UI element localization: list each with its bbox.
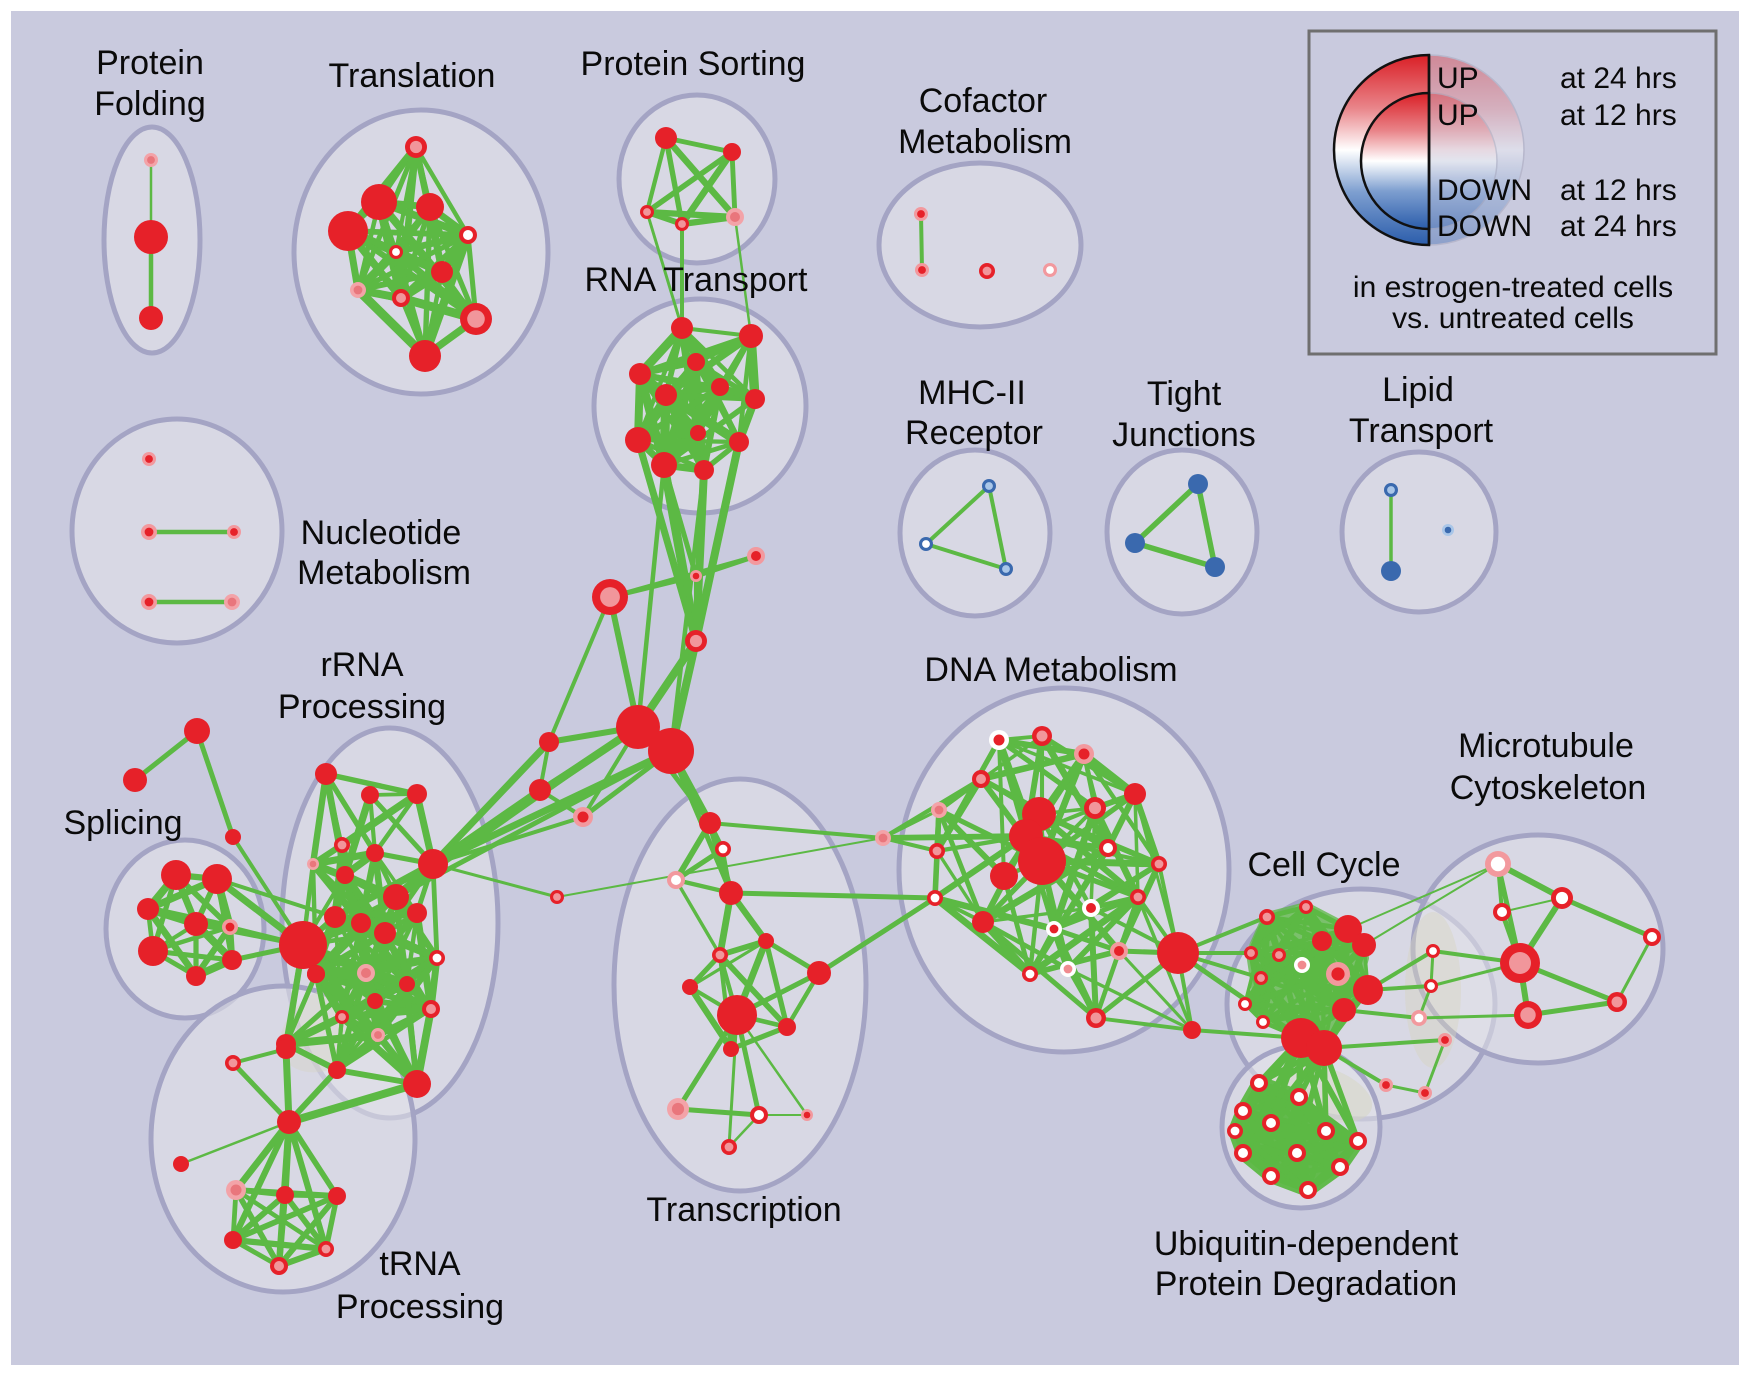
svg-text:at 12 hrs: at 12 hrs xyxy=(1560,99,1677,132)
svg-text:at 24 hrs: at 24 hrs xyxy=(1560,62,1677,95)
svg-text:UP: UP xyxy=(1437,62,1479,95)
svg-text:Metabolism: Metabolism xyxy=(297,554,471,592)
svg-text:Ubiquitin-dependent: Ubiquitin-dependent xyxy=(1154,1225,1459,1263)
svg-text:Protein Degradation: Protein Degradation xyxy=(1155,1265,1457,1303)
svg-text:Nucleotide: Nucleotide xyxy=(301,514,462,552)
svg-text:MHC-II: MHC-II xyxy=(918,374,1026,412)
svg-text:Folding: Folding xyxy=(94,85,206,123)
svg-text:at 24 hrs: at 24 hrs xyxy=(1560,210,1677,243)
svg-text:vs. untreated cells: vs. untreated cells xyxy=(1392,302,1634,335)
svg-text:DOWN: DOWN xyxy=(1437,210,1532,243)
svg-text:Cell Cycle: Cell Cycle xyxy=(1247,846,1400,884)
svg-text:DNA Metabolism: DNA Metabolism xyxy=(924,651,1177,689)
svg-text:in estrogen-treated cells: in estrogen-treated cells xyxy=(1353,271,1673,304)
svg-text:Junctions: Junctions xyxy=(1112,416,1256,454)
svg-text:Protein Sorting: Protein Sorting xyxy=(581,45,806,83)
svg-text:Tight: Tight xyxy=(1147,375,1222,413)
svg-text:Lipid: Lipid xyxy=(1382,371,1454,409)
svg-text:Translation: Translation xyxy=(329,57,496,95)
svg-text:at 12 hrs: at 12 hrs xyxy=(1560,174,1677,207)
svg-text:Cytoskeleton: Cytoskeleton xyxy=(1450,769,1647,807)
svg-text:Microtubule: Microtubule xyxy=(1458,727,1634,765)
svg-text:Protein: Protein xyxy=(96,44,204,82)
svg-text:Splicing: Splicing xyxy=(63,804,182,842)
svg-text:Processing: Processing xyxy=(278,688,446,726)
svg-text:Receptor: Receptor xyxy=(905,414,1043,452)
svg-text:Transport: Transport xyxy=(1349,412,1494,450)
svg-text:DOWN: DOWN xyxy=(1437,174,1532,207)
svg-text:tRNA: tRNA xyxy=(379,1245,461,1283)
svg-text:Metabolism: Metabolism xyxy=(898,123,1072,161)
svg-text:RNA Transport: RNA Transport xyxy=(585,261,809,299)
svg-text:Processing: Processing xyxy=(336,1288,504,1326)
svg-text:Cofactor: Cofactor xyxy=(919,82,1048,120)
svg-text:rRNA: rRNA xyxy=(320,646,403,684)
svg-text:Transcription: Transcription xyxy=(646,1191,841,1229)
svg-text:UP: UP xyxy=(1437,99,1479,132)
